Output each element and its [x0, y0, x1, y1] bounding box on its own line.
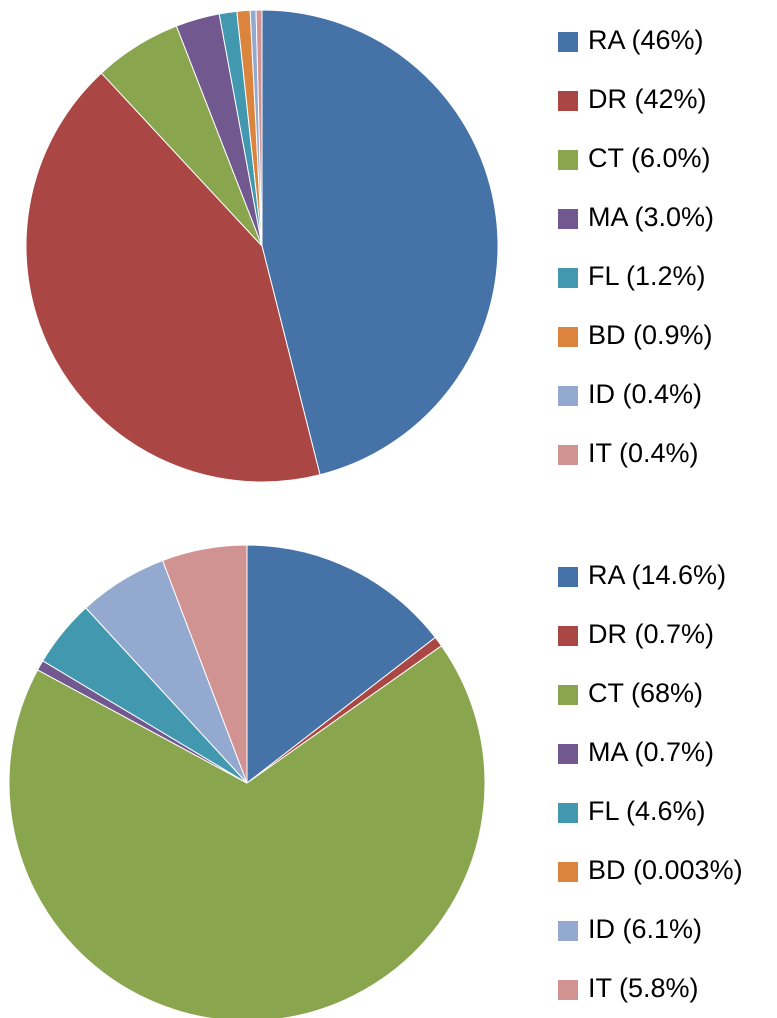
legend-label: RA (14.6%): [588, 560, 726, 590]
legend-label: MA (3.0%): [588, 202, 714, 232]
legend-swatch: [558, 91, 578, 111]
legend-label: DR (42%): [588, 84, 707, 114]
legend-swatch: [558, 921, 578, 941]
legend-swatch: [558, 803, 578, 823]
legend-swatch: [558, 327, 578, 347]
legend-swatch: [558, 209, 578, 229]
legend-label: ID (0.4%): [588, 379, 702, 409]
legend-swatch: [558, 445, 578, 465]
legend-swatch: [558, 862, 578, 882]
legend-label: IT (5.8%): [588, 973, 699, 1003]
pie-slice: [246, 544, 437, 785]
pie-slice: [255, 9, 263, 247]
legend-label: MA (0.7%): [588, 737, 714, 767]
legend-swatch: [558, 744, 578, 764]
legend-label: ID (6.1%): [588, 914, 702, 944]
legend-swatch: [558, 567, 578, 587]
legend-label: CT (68%): [588, 678, 703, 708]
pie-slice: [8, 645, 486, 1018]
legend-swatch: [558, 626, 578, 646]
legend-label: BD (0.9%): [588, 320, 713, 350]
legend-label: FL (4.6%): [588, 796, 706, 826]
legend-swatch: [558, 268, 578, 288]
pie-slice: [25, 72, 321, 483]
legend-label: BD (0.003%): [588, 855, 743, 885]
legend-swatch: [558, 386, 578, 406]
pie-slice: [261, 9, 499, 476]
legend-swatch: [558, 150, 578, 170]
legend-label: FL (1.2%): [588, 261, 706, 291]
legend-label: DR (0.7%): [588, 619, 714, 649]
legend-swatch: [558, 685, 578, 705]
legend-label: IT (0.4%): [588, 438, 699, 468]
legend-swatch: [558, 32, 578, 52]
legend-label: CT (6.0%): [588, 143, 711, 173]
legend-label: RA (46%): [588, 25, 704, 55]
pie-slice: [161, 544, 248, 784]
legend-swatch: [558, 980, 578, 1000]
